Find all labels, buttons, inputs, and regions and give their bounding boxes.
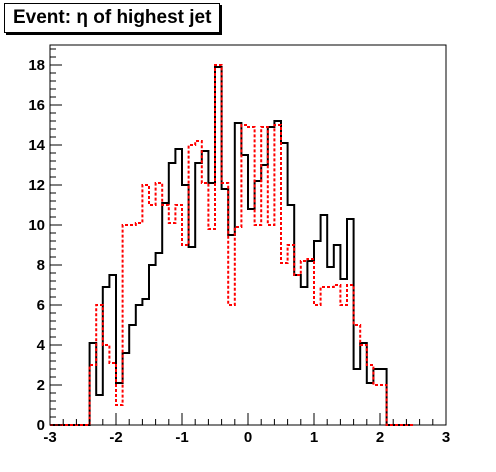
- y-tick-label: 2: [37, 377, 45, 394]
- y-tick-label: 0: [37, 417, 45, 434]
- y-tick-label: 12: [28, 177, 45, 194]
- y-tick-label: 10: [28, 217, 45, 234]
- y-tick-label: 18: [28, 57, 45, 74]
- y-tick-label: 6: [37, 297, 45, 314]
- x-tick-label: 0: [244, 429, 252, 446]
- x-tick-label: -2: [109, 429, 122, 446]
- histogram-series-red-dotted: [50, 64, 413, 426]
- x-tick-label: 1: [310, 429, 318, 446]
- y-tick-label: 14: [28, 137, 45, 154]
- y-tick-label: 4: [37, 337, 46, 354]
- histogram-series-black: [50, 66, 413, 426]
- x-tick-label: 3: [442, 429, 450, 446]
- x-tick-label: -3: [43, 429, 56, 446]
- chart-title: Event: η of highest jet: [4, 3, 221, 33]
- x-tick-label: -1: [175, 429, 188, 446]
- series-layer: [50, 64, 413, 426]
- y-tick-label: 8: [37, 257, 45, 274]
- y-tick-label: 16: [28, 97, 45, 114]
- x-tick-label: 2: [376, 429, 384, 446]
